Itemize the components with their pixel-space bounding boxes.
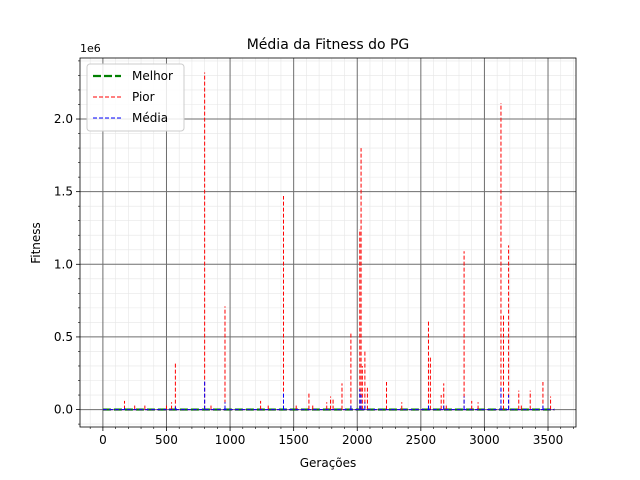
- x-tick-label: 2000: [342, 433, 373, 447]
- plot-frame: [79, 57, 577, 428]
- x-tick-label: 1000: [215, 433, 246, 447]
- x-tick-label: 3500: [533, 433, 564, 447]
- x-tick-label: 3000: [469, 433, 500, 447]
- x-tick-label: 2500: [406, 433, 437, 447]
- axis-ticks: 0 500 1000 1500 2000 2500 3000 3500 0.0 0.5 1.0 1.5…: [54, 60, 574, 447]
- legend-label-pior: Pior: [132, 90, 155, 104]
- y-axis-label: Fitness: [29, 222, 43, 264]
- legend-label-melhor: Melhor: [132, 69, 173, 83]
- x-tick-label: 1500: [278, 433, 309, 447]
- y-tick-label: 0.0: [54, 403, 73, 417]
- legend-label-media: Média: [132, 111, 168, 125]
- chart-title: Média da Fitness do PG: [247, 37, 410, 53]
- x-axis-label: Gerações: [300, 456, 357, 470]
- y-tick-label: 1.0: [54, 257, 73, 271]
- y-tick-label: 1.5: [54, 185, 73, 199]
- x-tick-label: 500: [155, 433, 178, 447]
- plot-series: [102, 72, 555, 411]
- y-tick-label: 2.0: [54, 112, 73, 126]
- x-tick-label: 0: [99, 433, 107, 447]
- y-tick-label: 0.5: [54, 330, 73, 344]
- legend: Melhor Pior Média: [86, 63, 185, 132]
- y-offset-text: 1e6: [80, 42, 101, 55]
- legend-box: [86, 63, 185, 132]
